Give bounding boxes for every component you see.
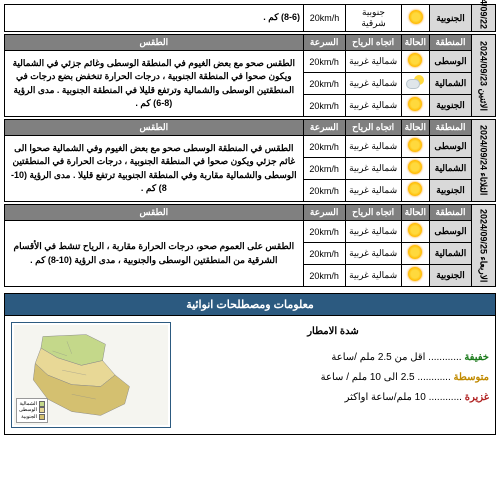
speed-cell: 20km/h xyxy=(303,180,345,202)
icon-cell xyxy=(402,5,430,32)
forecast-row: الوسطىشمالية غربية20km/hالطقس في المنطقة… xyxy=(5,136,496,158)
wind-cell: شمالية غربية xyxy=(345,51,401,73)
iraq-map: الشمالية الوسطى الجنوبية xyxy=(14,325,168,425)
speed-cell: 20km/h xyxy=(303,221,345,243)
speed-cell: 20km/h xyxy=(303,95,345,117)
rain-heavy-label: غزيرة xyxy=(465,392,489,403)
speed-cell: 20km/h xyxy=(303,243,345,265)
col-wind: اتجاه الرياح xyxy=(345,205,401,221)
rain-intensity: شدة الامطار خفيفة ............ اقل من 2.… xyxy=(177,322,489,428)
sun-icon xyxy=(408,53,422,67)
speed-cell: 20km/h xyxy=(303,51,345,73)
region-cell: الجنوبية xyxy=(430,95,472,117)
col-region: المنطقة xyxy=(430,120,472,136)
forecast-table: الاربعاء 2024/09/25المنطقةالحالةاتجاه ال… xyxy=(4,204,496,287)
region-cell: الوسطى xyxy=(430,51,472,73)
date-cell: الثلاثاء 2024/09/24 xyxy=(472,120,496,202)
speed-cell: 20km/h xyxy=(304,5,346,32)
info-header: معلومات ومصطلحات انوائية xyxy=(4,293,496,316)
date-cell: 2024/09/22 xyxy=(472,5,496,32)
rain-heavy-text: 10 ملم/ساعة اواكثر xyxy=(345,392,426,403)
icon-cell xyxy=(401,158,429,180)
icon-cell xyxy=(401,221,429,243)
rain-light-label: خفيفة xyxy=(464,352,489,363)
sun-icon xyxy=(408,182,422,196)
region-cell: الجنوبية xyxy=(430,180,472,202)
rain-med-label: متوسطة xyxy=(454,372,489,383)
col-wind: اتجاه الرياح xyxy=(345,120,401,136)
region-cell: الجنوبية xyxy=(430,5,472,32)
icon-cell xyxy=(401,95,429,117)
map-legend: الشمالية الوسطى الجنوبية xyxy=(16,398,48,424)
sun-icon xyxy=(408,160,422,174)
speed-cell: 20km/h xyxy=(303,265,345,287)
info-body: شدة الامطار خفيفة ............ اقل من 2.… xyxy=(4,316,496,435)
rain-med-text: 2.5 الى 10 ملم / ساعة xyxy=(321,372,415,383)
col-condition: الحالة xyxy=(401,205,429,221)
col-condition: الحالة xyxy=(401,120,429,136)
wind-cell: شمالية غربية xyxy=(345,158,401,180)
sun-icon xyxy=(408,267,422,281)
col-weather: الطقس xyxy=(5,120,304,136)
sun-icon xyxy=(408,138,422,152)
region-cell: الشمالية xyxy=(430,73,472,95)
icon-cell xyxy=(401,51,429,73)
desc-cell: الطقس في المنطقة الوسطى صحو مع بعض الغيو… xyxy=(5,136,304,202)
forecast-table: الثلاثاء 2024/09/24المنطقةالحالةاتجاه ال… xyxy=(4,119,496,202)
col-condition: الحالة xyxy=(401,35,429,51)
desc-cell: الطقس على العموم صحو، درجات الحرارة مقار… xyxy=(5,221,304,287)
rain-title: شدة الامطار xyxy=(177,322,489,342)
icon-cell xyxy=(401,265,429,287)
speed-cell: 20km/h xyxy=(303,158,345,180)
wind-cell: شمالية غربية xyxy=(345,136,401,158)
map-box: الشمالية الوسطى الجنوبية xyxy=(11,322,171,428)
sun-icon xyxy=(408,245,422,259)
col-speed: السرعة xyxy=(303,205,345,221)
col-weather: الطقس xyxy=(5,35,304,51)
sun-icon xyxy=(408,223,422,237)
forecast-table: الاثنين 2024/09/23المنطقةالحالةاتجاه الر… xyxy=(4,34,496,117)
col-weather: الطقس xyxy=(5,205,304,221)
sun-icon xyxy=(408,97,422,111)
icon-cell xyxy=(401,180,429,202)
partly-cloudy-icon xyxy=(406,75,424,89)
col-wind: اتجاه الرياح xyxy=(345,35,401,51)
desc-cell: (8-6) كم . xyxy=(5,5,304,32)
forecast-row: الوسطىشمالية غربية20km/hالطقس صحو مع بعض… xyxy=(5,51,496,73)
icon-cell xyxy=(401,73,429,95)
wind-cell: شمالية غربية xyxy=(345,180,401,202)
wind-cell: شمالية غربية xyxy=(345,265,401,287)
wind-cell: جنوبية شرقية xyxy=(346,5,402,32)
region-cell: الشمالية xyxy=(430,158,472,180)
col-speed: السرعة xyxy=(303,120,345,136)
col-region: المنطقة xyxy=(430,205,472,221)
forecast-row: الوسطىشمالية غربية20km/hالطقس على العموم… xyxy=(5,221,496,243)
rain-light-text: اقل من 2.5 ملم /ساعة xyxy=(331,352,425,363)
col-region: المنطقة xyxy=(430,35,472,51)
region-cell: الوسطى xyxy=(430,136,472,158)
region-cell: الوسطى xyxy=(430,221,472,243)
sun-icon xyxy=(409,10,423,24)
wind-cell: شمالية غربية xyxy=(345,95,401,117)
wind-cell: شمالية غربية xyxy=(345,221,401,243)
region-cell: الجنوبية xyxy=(430,265,472,287)
col-speed: السرعة xyxy=(303,35,345,51)
wind-cell: شمالية غربية xyxy=(345,73,401,95)
icon-cell xyxy=(401,243,429,265)
icon-cell xyxy=(401,136,429,158)
desc-cell: الطقس صحو مع بعض الغيوم في المنطقة الوسط… xyxy=(5,51,304,117)
region-cell: الشمالية xyxy=(430,243,472,265)
wind-cell: شمالية غربية xyxy=(345,243,401,265)
forecast-table: 2024/09/22الجنوبية جنوبية شرقية20km/h(8-6… xyxy=(4,4,496,32)
speed-cell: 20km/h xyxy=(303,136,345,158)
speed-cell: 20km/h xyxy=(303,73,345,95)
date-cell: الاربعاء 2024/09/25 xyxy=(472,205,496,287)
date-cell: الاثنين 2024/09/23 xyxy=(472,35,496,117)
